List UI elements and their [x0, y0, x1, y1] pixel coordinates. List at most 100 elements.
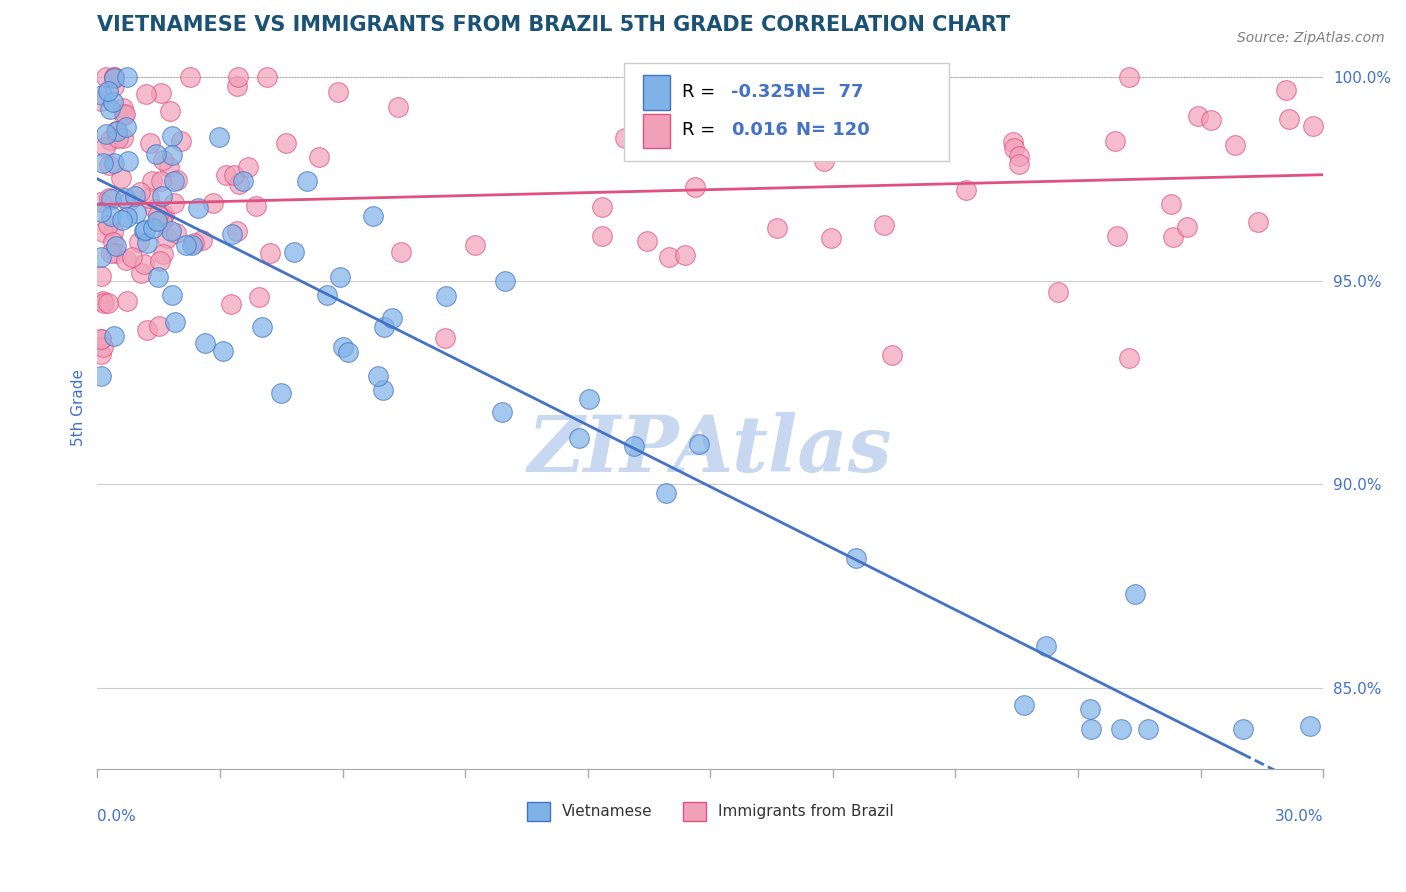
Point [238, 160, 260, 174]
Point [142, 221, 165, 235]
Point [226, 70, 249, 85]
Point [1107, 229, 1129, 244]
Point [110, 170, 132, 185]
Point [1275, 83, 1298, 97]
Point [179, 70, 201, 85]
Point [208, 130, 231, 145]
Point [163, 196, 186, 211]
Point [955, 183, 977, 197]
Point [1223, 138, 1246, 153]
Point [247, 290, 270, 304]
Point [820, 231, 842, 245]
Point [1302, 119, 1324, 133]
Point [90, 250, 112, 264]
Point [803, 99, 825, 113]
Point [162, 148, 184, 162]
Point [274, 136, 297, 150]
Point [215, 168, 238, 182]
Point [152, 246, 174, 260]
Point [434, 289, 457, 303]
Text: N= 120: N= 120 [796, 120, 870, 138]
Point [212, 344, 235, 359]
FancyBboxPatch shape [643, 75, 669, 110]
Point [882, 347, 904, 361]
Point [117, 195, 139, 210]
Point [1080, 722, 1102, 736]
Point [658, 250, 681, 264]
Point [136, 236, 159, 251]
Point [93, 140, 115, 154]
Point [373, 320, 395, 334]
Point [683, 179, 706, 194]
Point [1078, 702, 1101, 716]
Point [1187, 109, 1209, 123]
Point [655, 486, 678, 500]
Point [149, 174, 172, 188]
Point [1104, 134, 1126, 148]
Point [101, 225, 124, 239]
Text: ZIPAtlas: ZIPAtlas [529, 412, 893, 489]
Point [141, 174, 163, 188]
Point [149, 86, 172, 100]
Point [673, 247, 696, 261]
Point [91, 88, 114, 103]
Point [96, 70, 118, 85]
Point [103, 70, 125, 85]
Point [131, 266, 153, 280]
Point [150, 188, 173, 202]
Point [91, 156, 114, 170]
Point [329, 270, 352, 285]
Point [259, 246, 281, 260]
Point [297, 174, 319, 188]
Point [115, 210, 138, 224]
Point [159, 224, 181, 238]
Point [592, 229, 614, 244]
Point [114, 120, 136, 134]
Point [1118, 351, 1140, 365]
Point [138, 191, 160, 205]
Point [103, 70, 125, 85]
Point [636, 234, 658, 248]
Point [128, 235, 150, 249]
Point [98, 191, 121, 205]
Point [568, 431, 591, 445]
Point [93, 225, 115, 239]
Point [387, 100, 409, 114]
Legend: Vietnamese, Immigrants from Brazil: Vietnamese, Immigrants from Brazil [520, 796, 900, 827]
Point [90, 332, 112, 346]
Point [1247, 215, 1270, 229]
Point [112, 108, 135, 122]
Point [111, 131, 134, 145]
Point [464, 238, 486, 252]
Point [1008, 157, 1031, 171]
Point [135, 87, 157, 102]
Point [97, 296, 120, 310]
Point [117, 293, 139, 308]
Point [129, 186, 152, 200]
Text: VIETNAMESE VS IMMIGRANTS FROM BRAZIL 5TH GRADE CORRELATION CHART: VIETNAMESE VS IMMIGRANTS FROM BRAZIL 5TH… [97, 15, 1011, 35]
Point [813, 153, 835, 168]
Point [1008, 149, 1031, 163]
Point [101, 235, 124, 249]
Point [283, 244, 305, 259]
Point [152, 153, 174, 167]
Point [367, 368, 389, 383]
Point [578, 392, 600, 406]
Point [308, 150, 330, 164]
Point [100, 246, 122, 260]
Point [1160, 196, 1182, 211]
Point [1232, 722, 1254, 736]
Point [225, 223, 247, 237]
Text: 0.016: 0.016 [731, 120, 787, 138]
Point [134, 223, 156, 237]
Point [132, 257, 155, 271]
Point [174, 237, 197, 252]
Point [491, 405, 513, 419]
Point [1047, 285, 1070, 300]
Point [146, 269, 169, 284]
Point [219, 297, 242, 311]
Point [150, 215, 173, 229]
Point [103, 328, 125, 343]
Point [153, 208, 176, 222]
Point [361, 209, 384, 223]
